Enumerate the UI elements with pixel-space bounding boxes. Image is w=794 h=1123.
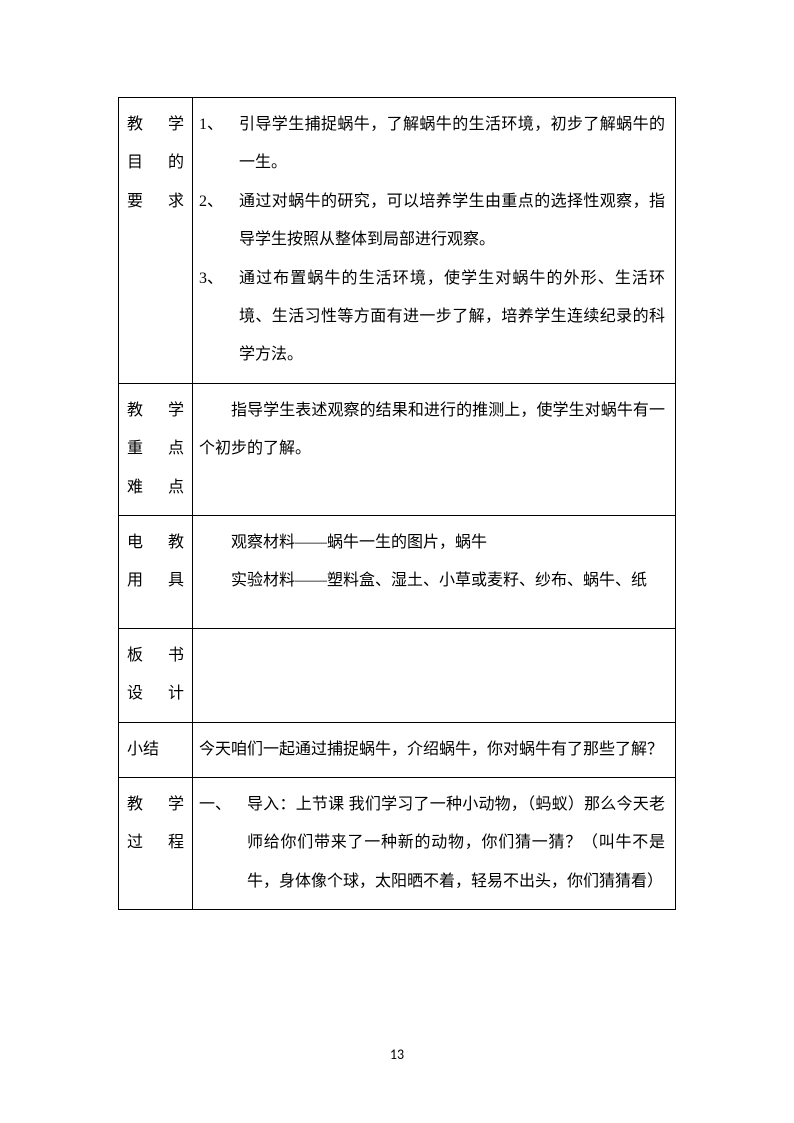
table-row: 小结 今天咱们一起通过捕捉蜗牛，介绍蜗牛，你对蜗牛有了那些了解？	[119, 722, 676, 777]
table-row: 教 学 目 的 要 求 1、 引导学生捕捉蜗牛，了解蜗牛的生活环境，初步了解蜗牛…	[119, 98, 676, 384]
lesson-plan-table: 教 学 目 的 要 求 1、 引导学生捕捉蜗牛，了解蜗牛的生活环境，初步了解蜗牛…	[118, 97, 676, 910]
list-item: 2、 通过对蜗牛的研究，可以培养学生由重点的选择性观察，指导学生按照从整体到局部…	[199, 183, 665, 260]
content-paragraph: 指导学生表述观察的结果和进行的推测上，使学生对蜗牛有一个初步的了解。	[199, 392, 665, 469]
row-content-summary: 今天咱们一起通过捕捉蜗牛，介绍蜗牛，你对蜗牛有了那些了解？	[193, 722, 676, 777]
item-text: 通过布置蜗牛的生活环境，使学生对蜗牛的外形、生活环境、生活习性等方面有进一步了解…	[239, 260, 665, 375]
blank-line	[199, 601, 665, 620]
content-paragraph: 今天咱们一起通过捕捉蜗牛，介绍蜗牛，你对蜗牛有了那些了解？	[199, 731, 665, 769]
item-text: 通过对蜗牛的研究，可以培养学生由重点的选择性观察，指导学生按照从整体到局部进行观…	[239, 183, 665, 260]
row-label-board: 板 书 设 计	[119, 628, 193, 722]
list-item: 3、 通过布置蜗牛的生活环境，使学生对蜗牛的外形、生活环境、生活习性等方面有进一…	[199, 260, 665, 375]
row-content-process: 一、 导入：上节课 我们学习了一种小动物，（蚂蚁）那么今天老师给你们带来了一种新…	[193, 778, 676, 910]
table-row: 电 教 用 具 观察材料——蜗牛一生的图片，蜗牛 实验材料——塑料盒、湿土、小草…	[119, 515, 676, 628]
table-row: 板 书 设 计	[119, 628, 676, 722]
row-content-objectives: 1、 引导学生捕捉蜗牛，了解蜗牛的生活环境，初步了解蜗牛的一生。 2、 通过对蜗…	[193, 98, 676, 384]
row-label-keypoints: 教 学 重 点 难 点	[119, 383, 193, 515]
row-label-materials: 电 教 用 具	[119, 515, 193, 628]
list-item: 1、 引导学生捕捉蜗牛，了解蜗牛的生活环境，初步了解蜗牛的一生。	[199, 106, 665, 183]
document-page: 教 学 目 的 要 求 1、 引导学生捕捉蜗牛，了解蜗牛的生活环境，初步了解蜗牛…	[0, 0, 794, 910]
row-label-process: 教 学 过 程	[119, 778, 193, 910]
item-text: 导入：上节课 我们学习了一种小动物，（蚂蚁）那么今天老师给你们带来了一种新的动物…	[247, 786, 665, 901]
list-item: 一、 导入：上节课 我们学习了一种小动物，（蚂蚁）那么今天老师给你们带来了一种新…	[199, 786, 665, 901]
row-content-materials: 观察材料——蜗牛一生的图片，蜗牛 实验材料——塑料盒、湿土、小草或麦籽、纱布、蜗…	[193, 515, 676, 628]
item-number: 一、	[199, 786, 247, 824]
item-text: 引导学生捕捉蜗牛，了解蜗牛的生活环境，初步了解蜗牛的一生。	[239, 106, 665, 183]
table-row: 教 学 过 程 一、 导入：上节课 我们学习了一种小动物，（蚂蚁）那么今天老师给…	[119, 778, 676, 910]
page-number: 13	[0, 1046, 794, 1063]
table-row: 教 学 重 点 难 点 指导学生表述观察的结果和进行的推测上，使学生对蜗牛有一个…	[119, 383, 676, 515]
content-line: 观察材料——蜗牛一生的图片，蜗牛	[199, 524, 665, 562]
item-number: 1、	[199, 106, 239, 144]
row-label-objectives: 教 学 目 的 要 求	[119, 98, 193, 384]
row-content-keypoints: 指导学生表述观察的结果和进行的推测上，使学生对蜗牛有一个初步的了解。	[193, 383, 676, 515]
row-label-summary: 小结	[119, 722, 193, 777]
content-line: 实验材料——塑料盒、湿土、小草或麦籽、纱布、蜗牛、纸	[199, 562, 665, 600]
item-number: 2、	[199, 183, 239, 221]
item-number: 3、	[199, 260, 239, 298]
row-content-board	[193, 628, 676, 722]
